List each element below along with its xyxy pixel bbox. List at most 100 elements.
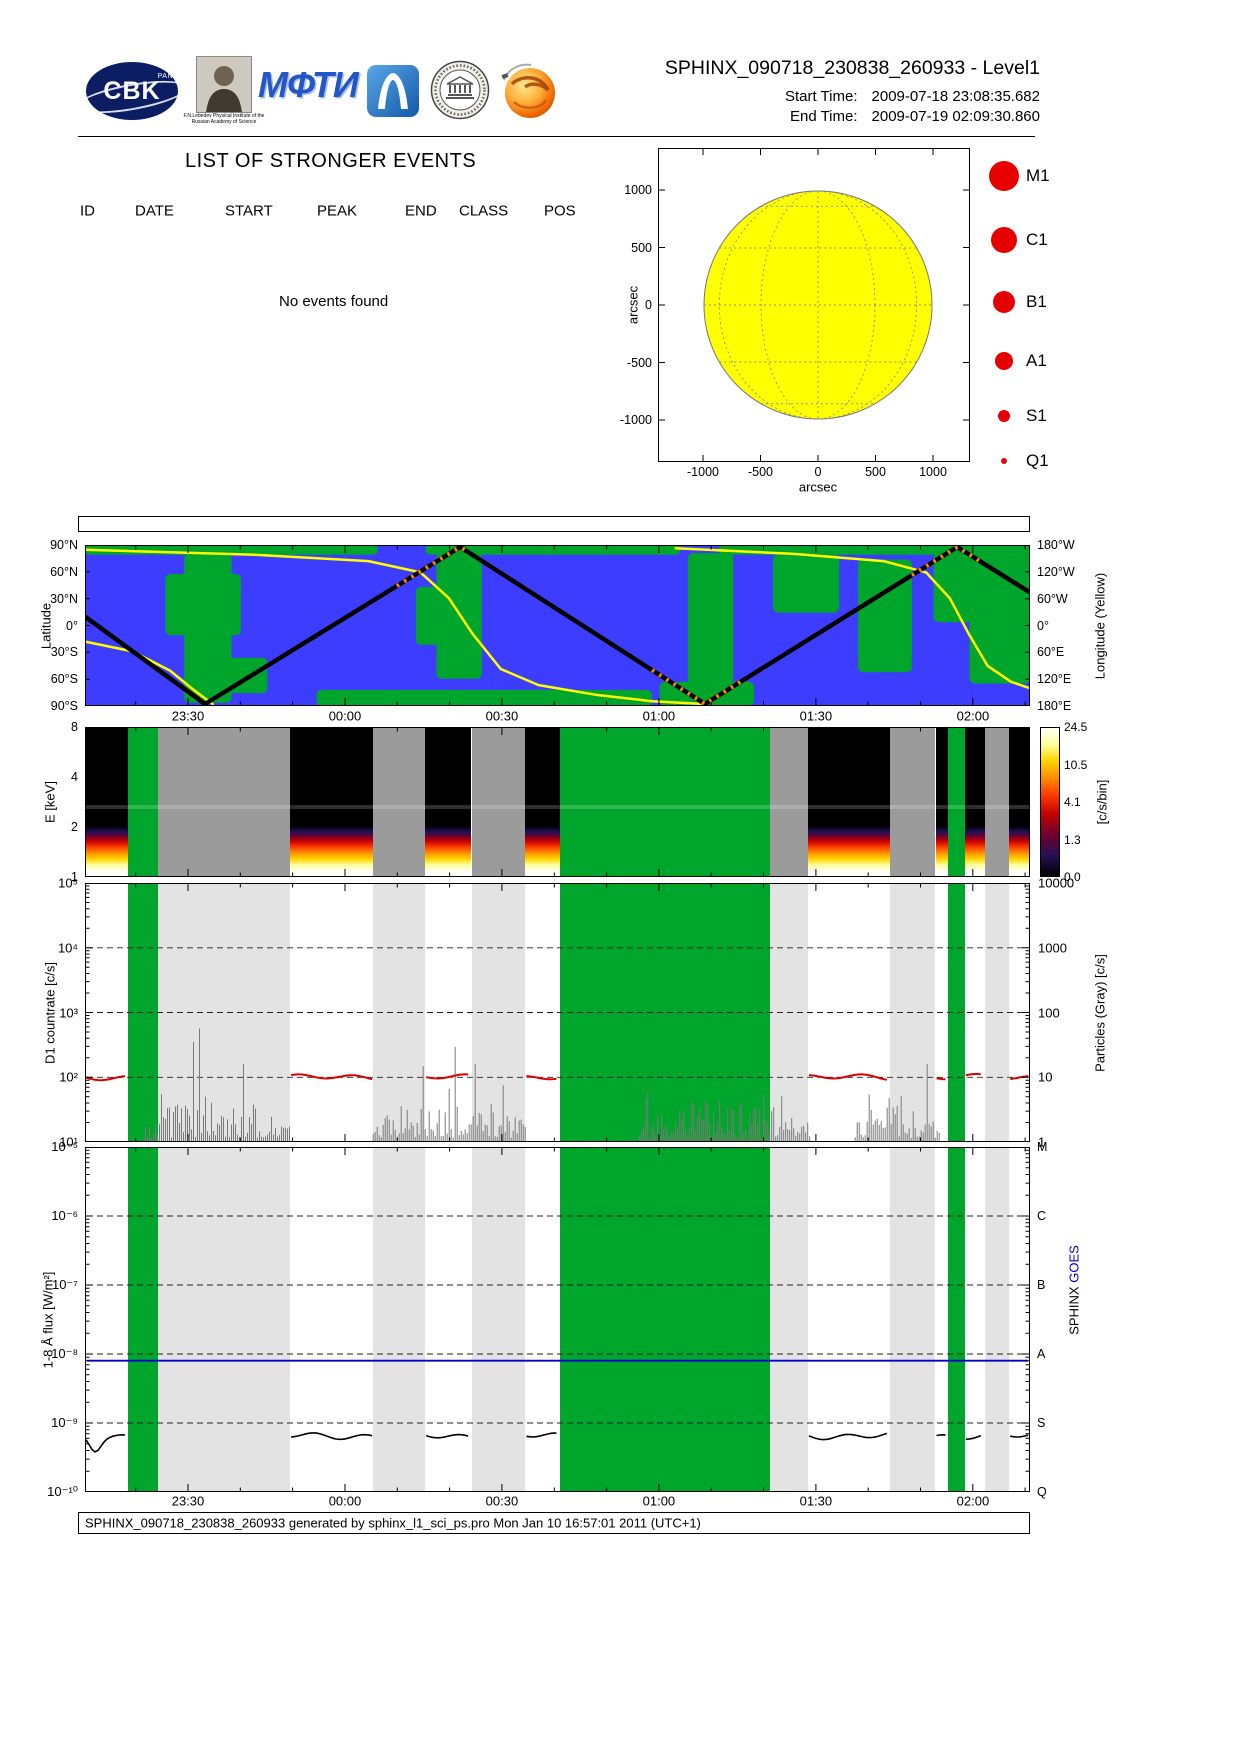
lebedev-caption: F.N.Lebedev Physical Institute of the Ru…: [183, 113, 265, 125]
flux-tick-label: 10⁻⁹: [51, 1415, 78, 1430]
panel-canvas: [85, 1147, 1030, 1492]
events-column-header: DATE: [135, 202, 174, 220]
events-column-header: CLASS: [459, 202, 509, 220]
segment-night: [984, 1147, 1010, 1492]
segment-sun: [964, 727, 985, 877]
spectrogram-colorbar: [1040, 727, 1060, 877]
events-column-header: START: [225, 202, 273, 220]
flare-size-marker: [1001, 458, 1007, 464]
university-seal: [430, 60, 490, 120]
arcsec-y-title: arcsec: [625, 285, 641, 325]
mipt-text: МФТИ: [258, 64, 359, 105]
segment-night: [373, 1147, 426, 1492]
no-events-message: No events found: [279, 293, 389, 310]
segment-sun: [290, 727, 374, 877]
flare-size-marker: [998, 410, 1010, 422]
mipt-logo: МФТИ: [258, 64, 359, 106]
goes-class-label: S: [1037, 1416, 1046, 1430]
end-time-value: 2009-07-19 02:09:30.860: [871, 108, 1040, 125]
d1-countrate-line: [426, 1073, 469, 1080]
map-land: [316, 689, 652, 706]
particles-tick-label: 1: [1038, 1134, 1046, 1150]
arcsec-tick-label: 500: [865, 465, 886, 479]
arcsec-x-title: arcsec: [798, 479, 838, 495]
ground-track-line: [85, 545, 1030, 706]
arch-logo: [366, 64, 420, 118]
sphinx-flux-line: [291, 1432, 373, 1441]
d1-countrate-line: [290, 1073, 373, 1081]
d1-countrate-line: [936, 1077, 946, 1081]
lon-tick-label: 180°E: [1037, 699, 1072, 713]
particles-axis-title: Particles (Gray) [c/s]: [1092, 953, 1108, 1072]
colorbar-tick-label: 1.3: [1064, 832, 1081, 847]
lon-tick-label: 120°W: [1037, 564, 1075, 579]
time-tick-label: 23:30: [171, 708, 205, 724]
sphinx-flux-line: [965, 1434, 982, 1440]
map-land: [415, 586, 446, 645]
ground-track-panel: [85, 545, 1030, 706]
panel-canvas: [85, 883, 1030, 1142]
lon-tick-label: 120°E: [1037, 672, 1072, 687]
particle-spikes: [854, 1063, 940, 1141]
arcsec-tick-label: -1000: [687, 465, 719, 479]
goes-class-label: C: [1037, 1209, 1047, 1223]
colorbar-tick-label: 10.5: [1064, 757, 1088, 772]
flare-class-label: Q1: [1026, 451, 1049, 470]
lat-tick-label: 30°N: [50, 591, 78, 606]
segment-radiation: [560, 727, 771, 877]
arcsec-tick-label: 1000: [919, 465, 947, 479]
lon-tick-label: 0°: [1037, 618, 1049, 633]
cbk-logo: CBK PAN: [84, 60, 180, 122]
cbk-pan-text: PAN: [157, 73, 173, 80]
particle-spikes: [639, 1092, 811, 1141]
arcsec-tick-label: -500: [626, 355, 652, 370]
footer: SPHINX_090718_230838_260933 generated by…: [78, 1512, 1030, 1534]
map-land: [969, 619, 1030, 684]
time-tick-label: 01:00: [642, 708, 676, 724]
countrate-tick-label: 10¹: [59, 1134, 78, 1150]
events-column-header: END: [405, 202, 437, 220]
arcsec-tick-label: 1000: [624, 183, 652, 197]
segment-night: [984, 727, 1010, 877]
d1-countrate-line: [1010, 1075, 1029, 1080]
start-time-row: Start Time: 2009-07-18 23:08:35.682: [785, 88, 1040, 105]
arcsec-tick-label: 0: [645, 298, 652, 312]
flux-right-axis-title: SPHINX GOES: [1067, 1245, 1082, 1335]
longitude-axis-title: Longitude (Yellow): [1092, 572, 1108, 679]
particles-tick-label: 100: [1038, 1005, 1060, 1020]
energy-axis-title: E [keV]: [42, 781, 58, 823]
segment-night: [770, 1147, 808, 1492]
d1-countrate-line: [965, 1073, 981, 1077]
panel-canvas: [658, 148, 970, 462]
segment-night: [373, 727, 426, 877]
segment-sun: [935, 727, 948, 877]
segment-radiation: [127, 727, 158, 877]
sphinx-flux-line: [526, 1432, 557, 1438]
colorbar-tick-label: 24.5: [1064, 720, 1088, 734]
colorbar-tick-label: 4.1: [1064, 795, 1081, 809]
sphinx-flux-line: [936, 1433, 946, 1437]
events-column-header: PEAK: [317, 202, 358, 220]
lon-tick-label: 60°W: [1037, 591, 1068, 606]
events-column-header: POS: [544, 202, 576, 220]
segment-night: [890, 727, 936, 877]
segment-night: [770, 727, 808, 877]
particle-spikes: [372, 1046, 526, 1141]
seal-icon: [430, 60, 490, 120]
goes-class-label: Q: [1037, 1485, 1047, 1499]
lebedev-portrait: [196, 56, 252, 113]
event-timeline-strip: [78, 516, 1030, 532]
end-time-row: End Time: 2009-07-19 02:09:30.860: [790, 108, 1040, 125]
flare-size-marker: [991, 227, 1017, 253]
goes-class-label: A: [1037, 1347, 1046, 1361]
segment-sun: [525, 727, 561, 877]
particles-tick-label: 1000: [1038, 940, 1067, 956]
flux-panel: [85, 1147, 1030, 1492]
arcsec-tick-label: 0: [814, 465, 822, 479]
lon-tick-label: 180°W: [1037, 538, 1075, 552]
time-tick-label: 23:30: [171, 1493, 205, 1509]
events-column-header: ID: [80, 202, 95, 220]
cbk-ellipse: [86, 62, 178, 120]
lat-tick-label: 0°: [66, 618, 78, 633]
